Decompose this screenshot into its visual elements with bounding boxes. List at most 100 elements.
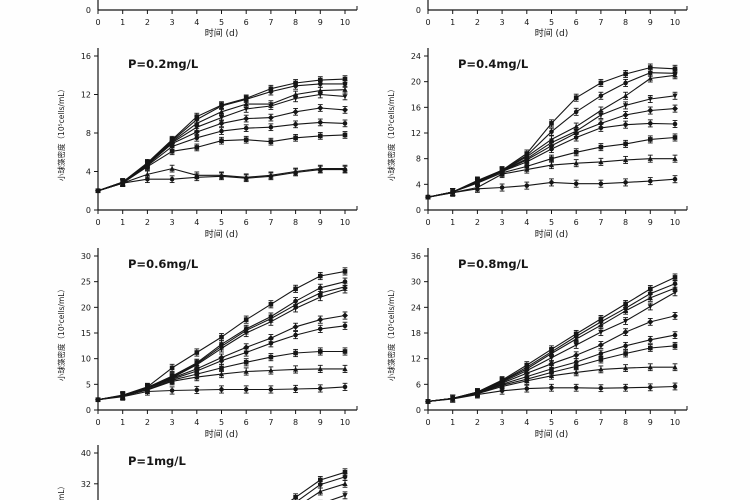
svg-text:4: 4	[524, 218, 529, 227]
svg-text:9: 9	[648, 418, 653, 427]
svg-text:6: 6	[244, 418, 249, 427]
svg-text:2: 2	[475, 418, 480, 427]
svg-text:5: 5	[549, 218, 554, 227]
svg-text:P=0.6mg/L: P=0.6mg/L	[128, 257, 199, 271]
svg-text:30: 30	[411, 278, 421, 287]
svg-text:7: 7	[268, 18, 273, 27]
svg-text:1: 1	[120, 18, 125, 27]
svg-text:18: 18	[411, 329, 421, 338]
svg-text:0: 0	[416, 6, 421, 15]
svg-text:0: 0	[95, 418, 100, 427]
svg-text:9: 9	[648, 218, 653, 227]
svg-text:2: 2	[145, 18, 150, 27]
svg-text:0: 0	[86, 6, 91, 15]
svg-text:9: 9	[318, 418, 323, 427]
line-chart-svg: 00 1 2 3 4 5 6 7 8 9 10 时间 (d)	[86, 0, 358, 39]
svg-text:4: 4	[524, 418, 529, 427]
svg-text:3: 3	[500, 418, 505, 427]
svg-text:1: 1	[450, 18, 455, 27]
svg-text:10: 10	[81, 355, 91, 364]
svg-text:7: 7	[598, 418, 603, 427]
svg-text:4: 4	[524, 18, 529, 27]
svg-text:8: 8	[293, 418, 298, 427]
svg-text:0: 0	[95, 18, 100, 27]
svg-text:16: 16	[81, 52, 91, 61]
svg-text:9: 9	[318, 218, 323, 227]
svg-text:1: 1	[120, 218, 125, 227]
svg-text:9: 9	[648, 18, 653, 27]
svg-text:36: 36	[411, 252, 421, 261]
chart-p-0-2: 0 4 8 12 16 0 1 2 3 4 5 6 7 8 9 10 时间 (d) 小球藻密度（10⁵cells/…	[55, 40, 385, 240]
svg-text:8: 8	[623, 418, 628, 427]
svg-text:0: 0	[416, 406, 421, 415]
svg-text:24: 24	[411, 52, 421, 61]
svg-text:7: 7	[268, 418, 273, 427]
svg-text:6: 6	[244, 218, 249, 227]
svg-text:5: 5	[219, 418, 224, 427]
line-chart-svg: 0 5 10 15 20 25 30 0 1 2 3 4 5 6 7 8 9 10 时间 (d) 小球藻密度（10⁵c…	[56, 248, 358, 440]
svg-text:2: 2	[475, 218, 480, 227]
chart-p-0-4: 0 4 8 12 16 20 24 0 1 2 3 4 5 6 7 8 9 10 时间 (d) 小球藻密度（10⁵ce…	[385, 40, 715, 240]
svg-text:10: 10	[340, 418, 350, 427]
svg-text:小球藻密度（10⁵cells/mL）: 小球藻密度（10⁵cells/mL）	[386, 85, 396, 181]
svg-text:6: 6	[574, 418, 579, 427]
svg-text:小球藻密度（10⁵cells/mL）: 小球藻密度（10⁵cells/mL）	[386, 285, 396, 381]
svg-text:0: 0	[416, 206, 421, 215]
chart-p-0-8: 0 6 12 18 24 30 36 0 1 2 3 4 5 6 7 8 9 10 时间 (d) 小球藻密度（10⁵c…	[385, 240, 715, 440]
svg-text:小球藻密度（10⁵cells/mL）: 小球藻密度（10⁵cells/mL）	[56, 85, 66, 181]
line-chart-svg: 0816243240012345678910时间 (d)小球藻密度（10⁵cel…	[56, 445, 348, 500]
svg-text:0: 0	[86, 206, 91, 215]
svg-text:5: 5	[86, 380, 91, 389]
svg-text:8: 8	[293, 18, 298, 27]
svg-text:0: 0	[95, 218, 100, 227]
svg-text:7: 7	[598, 218, 603, 227]
svg-text:1: 1	[120, 418, 125, 427]
svg-text:5: 5	[219, 218, 224, 227]
svg-text:12: 12	[411, 355, 421, 364]
svg-text:6: 6	[416, 380, 421, 389]
svg-text:30: 30	[81, 252, 91, 261]
svg-text:3: 3	[170, 218, 175, 227]
svg-text:32: 32	[81, 480, 91, 489]
svg-text:1: 1	[450, 218, 455, 227]
svg-text:2: 2	[145, 218, 150, 227]
svg-text:20: 20	[411, 78, 421, 87]
svg-text:4: 4	[194, 218, 199, 227]
svg-text:P=0.4mg/L: P=0.4mg/L	[458, 57, 529, 71]
svg-text:10: 10	[670, 218, 680, 227]
chart-p-0-6: 0 5 10 15 20 25 30 0 1 2 3 4 5 6 7 8 9 10 时间 (d) 小球藻密度（10⁵c…	[55, 240, 385, 440]
svg-text:9: 9	[318, 18, 323, 27]
svg-text:P=0.2mg/L: P=0.2mg/L	[128, 57, 199, 71]
chart-top-left-partial: 0 0 1 2 3 4 5 6 7 8 9 10 时间 (d)	[55, 0, 385, 42]
svg-text:10: 10	[340, 18, 350, 27]
svg-text:10: 10	[670, 418, 680, 427]
svg-text:时间 (d): 时间 (d)	[535, 228, 569, 240]
svg-text:小球藻密度（10⁵cells/mL）: 小球藻密度（10⁵cells/mL）	[56, 285, 66, 381]
svg-text:25: 25	[81, 278, 91, 287]
svg-text:7: 7	[268, 218, 273, 227]
svg-text:8: 8	[623, 18, 628, 27]
svg-text:0: 0	[425, 218, 430, 227]
svg-text:时间 (d): 时间 (d)	[535, 428, 569, 440]
svg-text:24: 24	[411, 303, 421, 312]
svg-text:12: 12	[411, 129, 421, 138]
svg-text:3: 3	[500, 18, 505, 27]
svg-text:8: 8	[86, 129, 91, 138]
svg-text:3: 3	[500, 218, 505, 227]
chart-top-right-partial: 0 0 1 2 3 4 5 6 7 8 9 10 时间 (d)	[385, 0, 715, 42]
svg-text:6: 6	[244, 18, 249, 27]
svg-text:3: 3	[170, 418, 175, 427]
svg-text:0: 0	[425, 18, 430, 27]
svg-text:时间 (d): 时间 (d)	[205, 27, 239, 39]
svg-text:0: 0	[86, 406, 91, 415]
svg-text:小球藻密度（10⁵cells/mL）: 小球藻密度（10⁵cells/mL）	[56, 482, 66, 500]
svg-text:时间 (d): 时间 (d)	[205, 228, 239, 240]
svg-text:5: 5	[549, 418, 554, 427]
svg-text:4: 4	[86, 168, 91, 177]
svg-text:P=1mg/L: P=1mg/L	[128, 454, 186, 468]
svg-text:4: 4	[194, 418, 199, 427]
svg-text:8: 8	[293, 218, 298, 227]
